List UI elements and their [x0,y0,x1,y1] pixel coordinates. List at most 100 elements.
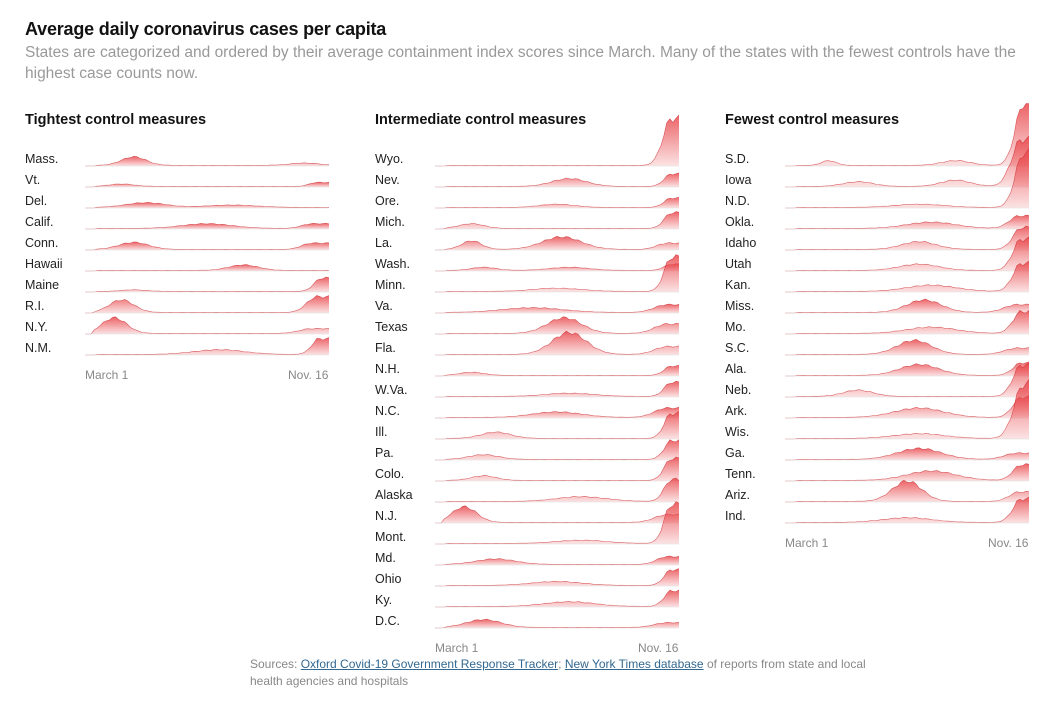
state-label: Tenn. [725,467,756,481]
state-label: N.Y. [25,320,48,334]
ridge-line [85,241,330,251]
ridge-area [785,379,1029,439]
ridge-area [435,236,679,250]
chart-title: Average daily coronavirus cases per capi… [25,19,387,39]
ridge-line [785,135,1030,188]
ridge-area [785,298,1029,313]
ridge-line [435,505,680,524]
state-label: N.D. [725,194,750,208]
panel-title: Fewest control measures [725,112,900,128]
ridge-area [85,202,329,208]
state-label: Mont. [375,530,407,544]
state-label: Minn. [375,278,406,292]
ridge-line [435,501,680,545]
ridge-line [435,330,680,356]
ridge-area [435,365,679,376]
ridge-area [435,254,679,292]
ridge-line [785,447,1030,461]
state-label: Vt. [25,173,41,187]
ridge-area [85,223,329,229]
state-label: Conn. [25,236,59,250]
ridge-area [785,463,1029,481]
source-link-oxford[interactable]: Oxford Covid-19 Government Response Trac… [300,657,559,671]
state-label: Ill. [375,425,388,439]
state-label: Va. [375,299,393,313]
state-label: Miss. [725,299,755,313]
source-link-nyt[interactable]: New York Times database [564,657,704,671]
ridge-line [435,456,680,482]
state-label: Ala. [725,362,747,376]
state-label: Wash. [375,257,410,271]
ridge-line [785,103,1029,167]
ridge-line [435,211,680,230]
ridge-area [785,226,1029,250]
state-label: La. [375,236,393,250]
ridge-area [435,381,679,397]
state-label: W.Va. [375,383,408,397]
axis-end-label: Nov. 16 [288,368,329,382]
ridge-line [435,316,680,335]
ridge-line [435,618,680,629]
axis-start-label: March 1 [85,368,129,382]
ridge-line [435,477,680,503]
axis-end-label: Nov. 16 [638,641,679,655]
ridge-line [85,181,330,188]
state-label: Okla. [725,215,755,229]
ridge-line [85,222,330,230]
ridge-area [435,407,679,418]
ridge-line [435,411,680,440]
panel-title: Tightest control measures [25,112,207,128]
state-label: Iowa [725,173,752,187]
state-label: N.J. [375,509,398,523]
ridge-line [435,439,680,461]
state-label: N.H. [375,362,400,376]
state-label: Idaho [725,236,757,250]
ridge-line [785,361,1030,377]
ridge-line [785,338,1030,356]
state-label: S.C. [725,341,750,355]
ridge-line [85,316,330,335]
state-label: Texas [375,320,408,334]
state-label: Mass. [25,152,59,166]
ridge-line [785,309,1030,335]
state-label: Mo. [725,320,746,334]
ridge-area [435,316,679,334]
state-label: Alaska [375,488,413,502]
state-label: Hawaii [25,257,63,271]
state-label: Maine [25,278,60,292]
ridge-line [435,263,680,272]
state-label: Ariz. [725,488,750,502]
sources-separator: ; [558,657,562,671]
ridge-line [435,406,680,419]
state-label: Nev. [375,173,400,187]
ridge-line [785,362,1030,398]
ridge-area [435,505,679,523]
ridge-area [785,261,1029,292]
state-label: Pa. [375,446,394,460]
ridge-line [785,148,1030,209]
state-label: Wis. [725,425,750,439]
ridge-line [785,298,1030,314]
ridge-line [785,395,1030,419]
ridge-line [85,264,330,272]
ridge-line [85,337,330,356]
ridge-line [785,225,1030,251]
state-label: Ore. [375,194,400,208]
ridge-area [85,316,329,334]
ridge-line [435,254,680,293]
ridge-area [785,361,1029,376]
axis-start-label: March 1 [435,641,479,655]
ridge-line [85,276,330,293]
ridge-area [785,395,1029,418]
ridge-line [435,114,680,167]
ridge-line [785,379,1030,440]
ridge-area [435,331,679,355]
ridge-line [435,196,680,209]
state-label: Wyo. [375,152,404,166]
ridge-area [785,215,1029,229]
state-label: Del. [25,194,48,208]
state-label: N.C. [375,404,400,418]
state-label: Ark. [725,404,748,418]
ridge-area [785,480,1029,502]
ridge-area [785,236,1029,271]
